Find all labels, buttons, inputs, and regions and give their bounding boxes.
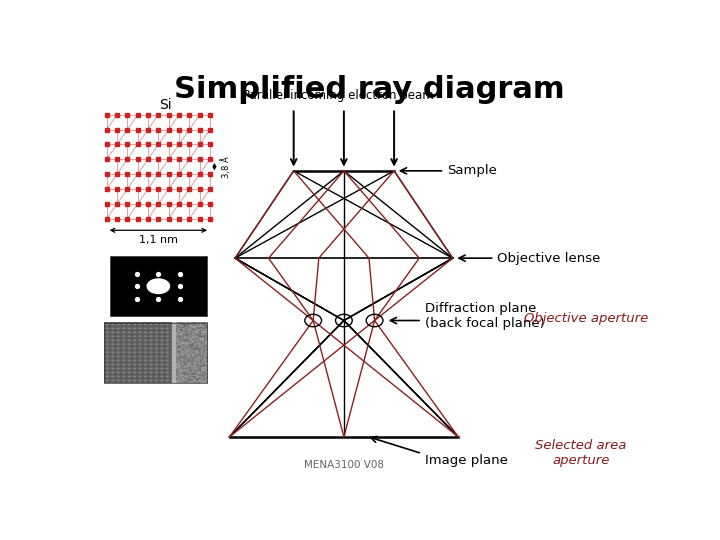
Text: Objective lense: Objective lense — [498, 252, 600, 265]
Text: 1,1 nm: 1,1 nm — [139, 235, 178, 245]
Text: Sample: Sample — [447, 164, 497, 177]
Text: Si: Si — [159, 98, 171, 112]
Text: Objective aperture: Objective aperture — [524, 312, 649, 325]
Text: Selected area
aperture: Selected area aperture — [536, 439, 626, 467]
Bar — [104, 322, 207, 383]
Bar — [109, 256, 207, 316]
Text: MENA3100 V08: MENA3100 V08 — [304, 460, 384, 470]
Text: Parallel incoming electron beam: Parallel incoming electron beam — [243, 89, 433, 102]
Text: Image plane: Image plane — [425, 454, 508, 468]
Ellipse shape — [147, 279, 169, 294]
Text: Diffraction plane
(back focal plane): Diffraction plane (back focal plane) — [425, 301, 544, 329]
Text: Simplified ray diagram: Simplified ray diagram — [174, 75, 564, 104]
Text: 3,8 Å: 3,8 Å — [221, 156, 231, 178]
